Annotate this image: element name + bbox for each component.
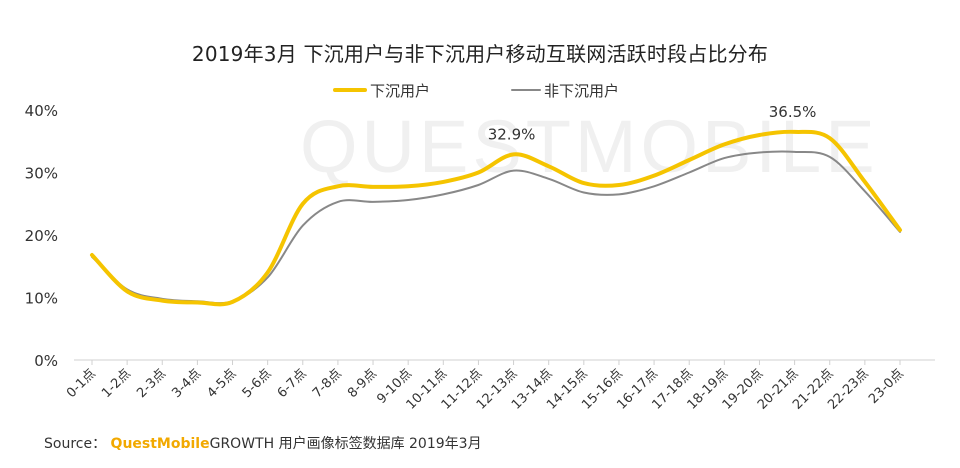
data-label: 32.9% [488, 125, 536, 143]
y-tick-label: 10% [25, 290, 58, 308]
chart-title: 2019年3月 下沉用户与非下沉用户移动互联网活跃时段占比分布 [191, 42, 769, 66]
watermark: QUESTMOBILE [300, 105, 879, 188]
y-tick-label: 20% [25, 227, 58, 245]
x-tick-label: 0-1点 [64, 366, 99, 401]
x-tick-label: 23-0点 [866, 366, 907, 407]
series-line-xiachen [90, 129, 902, 307]
x-tick-label: 4-5点 [205, 366, 240, 401]
x-tick-label: 6-7点 [275, 366, 310, 401]
y-tick-label: 0% [34, 352, 58, 370]
legend-label: 非下沉用户 [544, 82, 619, 100]
source-prefix: Source： [44, 436, 107, 452]
x-tick-label: 2-3点 [134, 366, 169, 401]
x-tick-label: 1-2点 [99, 366, 134, 401]
x-tick-label: 3-4点 [169, 366, 204, 401]
y-tick-label: 30% [25, 165, 58, 183]
source-suffix: GROWTH 用户画像标签数据库 2019年3月 [209, 436, 482, 452]
x-tick-label: 7-8点 [310, 366, 345, 401]
legend-label: 下沉用户 [370, 82, 430, 100]
x-tick-label: 5-6点 [240, 366, 275, 401]
source-brand: QuestMobile [110, 436, 210, 452]
data-label: 36.5% [769, 103, 817, 121]
y-tick-label: 40% [25, 102, 58, 120]
source-note: Source： QuestMobileGROWTH 用户画像标签数据库 2019… [44, 433, 482, 453]
series-line-fei-xiachen [91, 150, 901, 305]
